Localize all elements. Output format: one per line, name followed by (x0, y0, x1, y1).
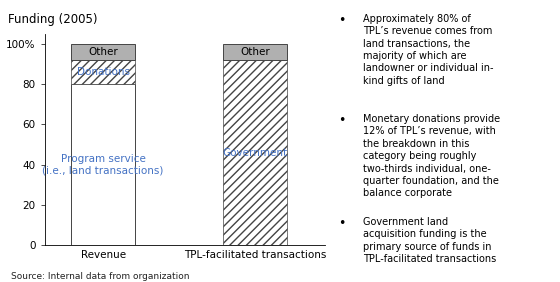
Bar (223, 44, 287, 60)
Text: •: • (338, 14, 346, 27)
Text: Donations: Donations (77, 67, 129, 77)
Text: Other: Other (88, 47, 118, 57)
Text: Government land
acquisition funding is the
primary source of funds in
TPL-facili: Government land acquisition funding is t… (363, 217, 496, 264)
Bar (71, 60, 135, 84)
Text: Government: Government (222, 148, 287, 158)
Text: •: • (338, 217, 346, 230)
Bar (71, 44, 135, 60)
Text: •: • (338, 114, 346, 127)
Text: Source: Internal data from organization: Source: Internal data from organization (11, 272, 190, 281)
Text: Other: Other (240, 47, 270, 57)
Text: Monetary donations provide
12% of TPL’s revenue, with
the breakdown in this
cate: Monetary donations provide 12% of TPL’s … (363, 114, 500, 198)
Text: Approximately 80% of
TPL’s revenue comes from
land transactions, the
majority of: Approximately 80% of TPL’s revenue comes… (363, 14, 493, 86)
Bar (71, 84, 135, 245)
Bar (223, 60, 287, 245)
Text: Funding (2005): Funding (2005) (8, 13, 98, 26)
Text: Program service
(i.e., land transactions): Program service (i.e., land transactions… (43, 154, 164, 176)
